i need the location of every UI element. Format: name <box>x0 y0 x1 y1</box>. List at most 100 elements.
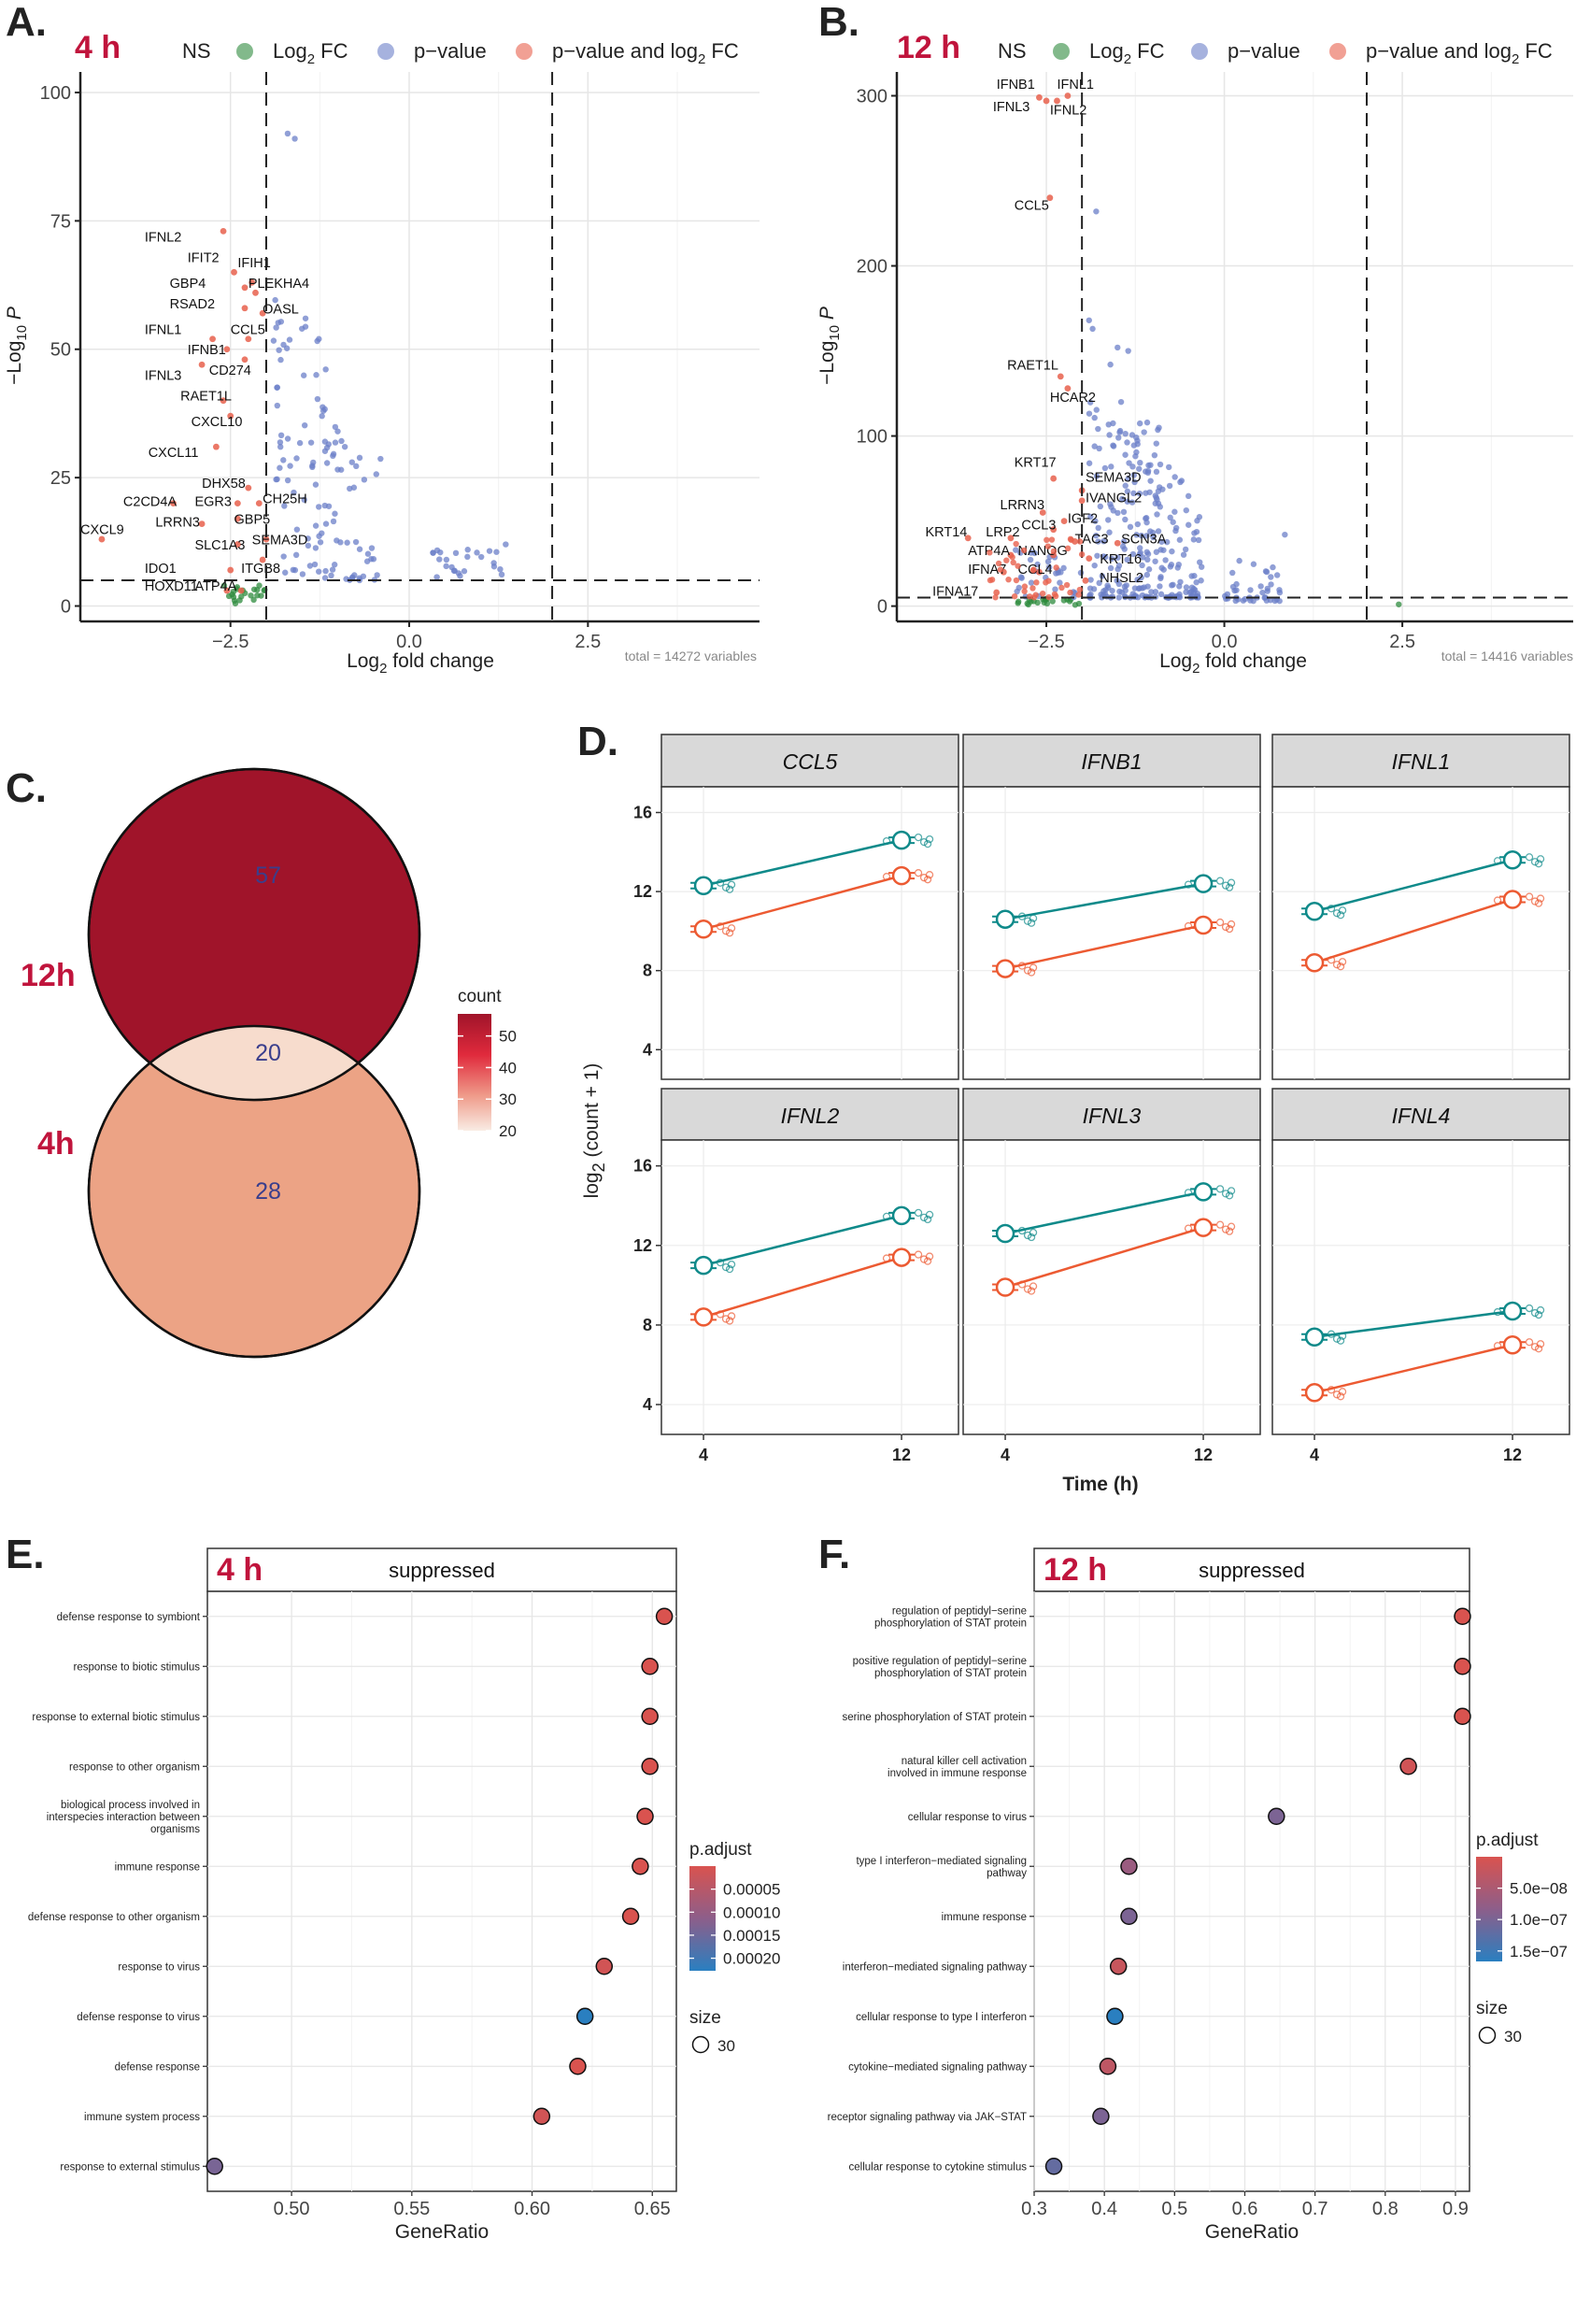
volcano-point <box>277 464 283 471</box>
volcano-point <box>1050 548 1058 555</box>
facet-ifnl4: IFNL4 4 12 <box>1271 1088 1570 1464</box>
volcano-point-ifnl2 <box>220 227 227 235</box>
volcano-point <box>1136 465 1143 472</box>
go-dot <box>632 1858 649 1875</box>
volcano-point <box>272 296 278 304</box>
volcano-point <box>1096 445 1102 452</box>
replicate-point <box>716 922 725 931</box>
volcano-point <box>988 577 996 583</box>
gene-label-lrrn3: LRRN3 <box>1001 498 1045 513</box>
volcano-point <box>1030 594 1038 601</box>
volcano-point-egr3 <box>234 500 241 507</box>
y-tick-label: 16 <box>633 803 652 821</box>
volcano-point <box>1118 495 1126 503</box>
replicate-point <box>1536 1305 1545 1315</box>
go-dot <box>1106 2007 1124 2025</box>
volcano-point-dhx58 <box>245 484 252 492</box>
go-term-label: serine phosphorylation of STAT protein <box>842 1712 1027 1723</box>
volcano-point <box>1064 545 1072 552</box>
go-term-label: immune response <box>942 1912 1027 1923</box>
go-dot <box>1268 1807 1285 1825</box>
volcano-point <box>1097 503 1104 510</box>
gene-label-ccl3: CCL3 <box>1021 519 1056 534</box>
size-legend-label: 30 <box>1504 2028 1522 2046</box>
volcano-point <box>356 546 363 552</box>
go-term-label: response to external stimulus <box>60 2161 200 2173</box>
volcano-point <box>1194 518 1200 524</box>
volcano-point <box>1263 597 1271 604</box>
volcano-point <box>338 437 345 445</box>
volcano-point <box>1009 554 1015 561</box>
count-tick-label: 40 <box>499 1059 517 1076</box>
replicate-point <box>1534 1310 1543 1319</box>
replicate-point <box>1029 1228 1038 1237</box>
volcano-point <box>1147 478 1154 484</box>
volcano-point <box>1140 554 1146 561</box>
volcano-point <box>1152 589 1159 595</box>
volcano-12h-plot: IFNB1 IFNL1 IFNL3 IFNL2 CCL5 RAET1L HCAR2 KRT17… <box>857 72 1573 652</box>
volcano-point <box>1134 441 1141 448</box>
x-tick-label: 0.4 <box>1091 2199 1117 2219</box>
volcano-point <box>334 466 341 473</box>
go-dot <box>1109 1958 1128 1975</box>
replicate-point <box>1225 1227 1234 1235</box>
facet-strip <box>1271 1088 1570 1141</box>
y-tick-label: 75 <box>50 211 71 232</box>
volcano-point <box>1076 538 1084 545</box>
venn-panel: C. 57 20 28 12h 4h count 20 30 40 50 <box>6 765 517 1359</box>
volcano-point <box>1077 569 1085 577</box>
volcano-point <box>1183 584 1190 591</box>
expression-line-group_a <box>703 1214 902 1267</box>
go-term-label: phosphorylation of STAT protein <box>874 1618 1027 1629</box>
volcano-point <box>319 407 327 414</box>
go-term-label: response to external biotic stimulus <box>32 1712 200 1723</box>
mean-point <box>1193 874 1214 893</box>
replicate-point <box>923 876 932 884</box>
volcano-point <box>300 372 307 378</box>
go-term-label: defense response to other organism <box>28 1912 200 1923</box>
count-tick-label: 50 <box>499 1028 517 1046</box>
volcano-point-cxcl9 <box>98 535 106 543</box>
volcano-point <box>281 503 288 509</box>
volcano-point <box>1155 528 1162 535</box>
volcano-point-nhsl2 <box>1082 577 1089 584</box>
y-tick-label: 300 <box>857 86 887 107</box>
mean-point <box>1193 915 1214 935</box>
volcano-point <box>274 476 280 483</box>
volcano-point-ifnl3 <box>1043 97 1050 105</box>
replicate-point <box>1534 1345 1543 1353</box>
volcano-point <box>1045 563 1053 571</box>
volcano-point <box>443 556 450 563</box>
replicate-point <box>1027 919 1036 927</box>
gene-label-ido1: IDO1 <box>145 562 177 577</box>
volcano-point <box>1247 597 1254 604</box>
replicate-point <box>1534 860 1543 868</box>
replicate-point <box>1184 1224 1193 1233</box>
go-term-label: response to other organism <box>69 1761 200 1773</box>
volcano-point <box>1105 421 1112 428</box>
volcano-point <box>1263 568 1271 576</box>
volcano-point <box>430 549 436 556</box>
replicate-point <box>1215 1185 1225 1193</box>
gene-label-itgb8: ITGB8 <box>241 562 280 577</box>
volcano-12h-ylabel: −Log10 P <box>816 307 843 385</box>
volcano-point <box>349 574 356 580</box>
volcano-point <box>1180 551 1187 558</box>
volcano-point <box>347 485 353 492</box>
gene-label-sema3d: SEMA3D <box>1086 471 1142 486</box>
expression-ylabel: log2 (count + 1) <box>581 1063 608 1199</box>
volcano-point <box>498 571 505 578</box>
replicate-point <box>1227 878 1236 887</box>
x-tick-label: 12 <box>1194 1446 1213 1464</box>
go-term-label: regulation of peptidyl−serine <box>892 1605 1027 1617</box>
volcano-point <box>1105 517 1112 523</box>
volcano-point <box>282 569 289 576</box>
gene-label-ifnb1: IFNB1 <box>188 343 226 358</box>
volcano-point <box>292 551 300 559</box>
mean-point <box>995 1223 1015 1244</box>
go-dot <box>621 1907 640 1925</box>
volcano-point <box>284 435 291 442</box>
replicate-point <box>1525 1304 1534 1313</box>
y-tick-label: 12 <box>633 882 652 901</box>
go-subtitle: suppressed <box>389 1559 495 1582</box>
